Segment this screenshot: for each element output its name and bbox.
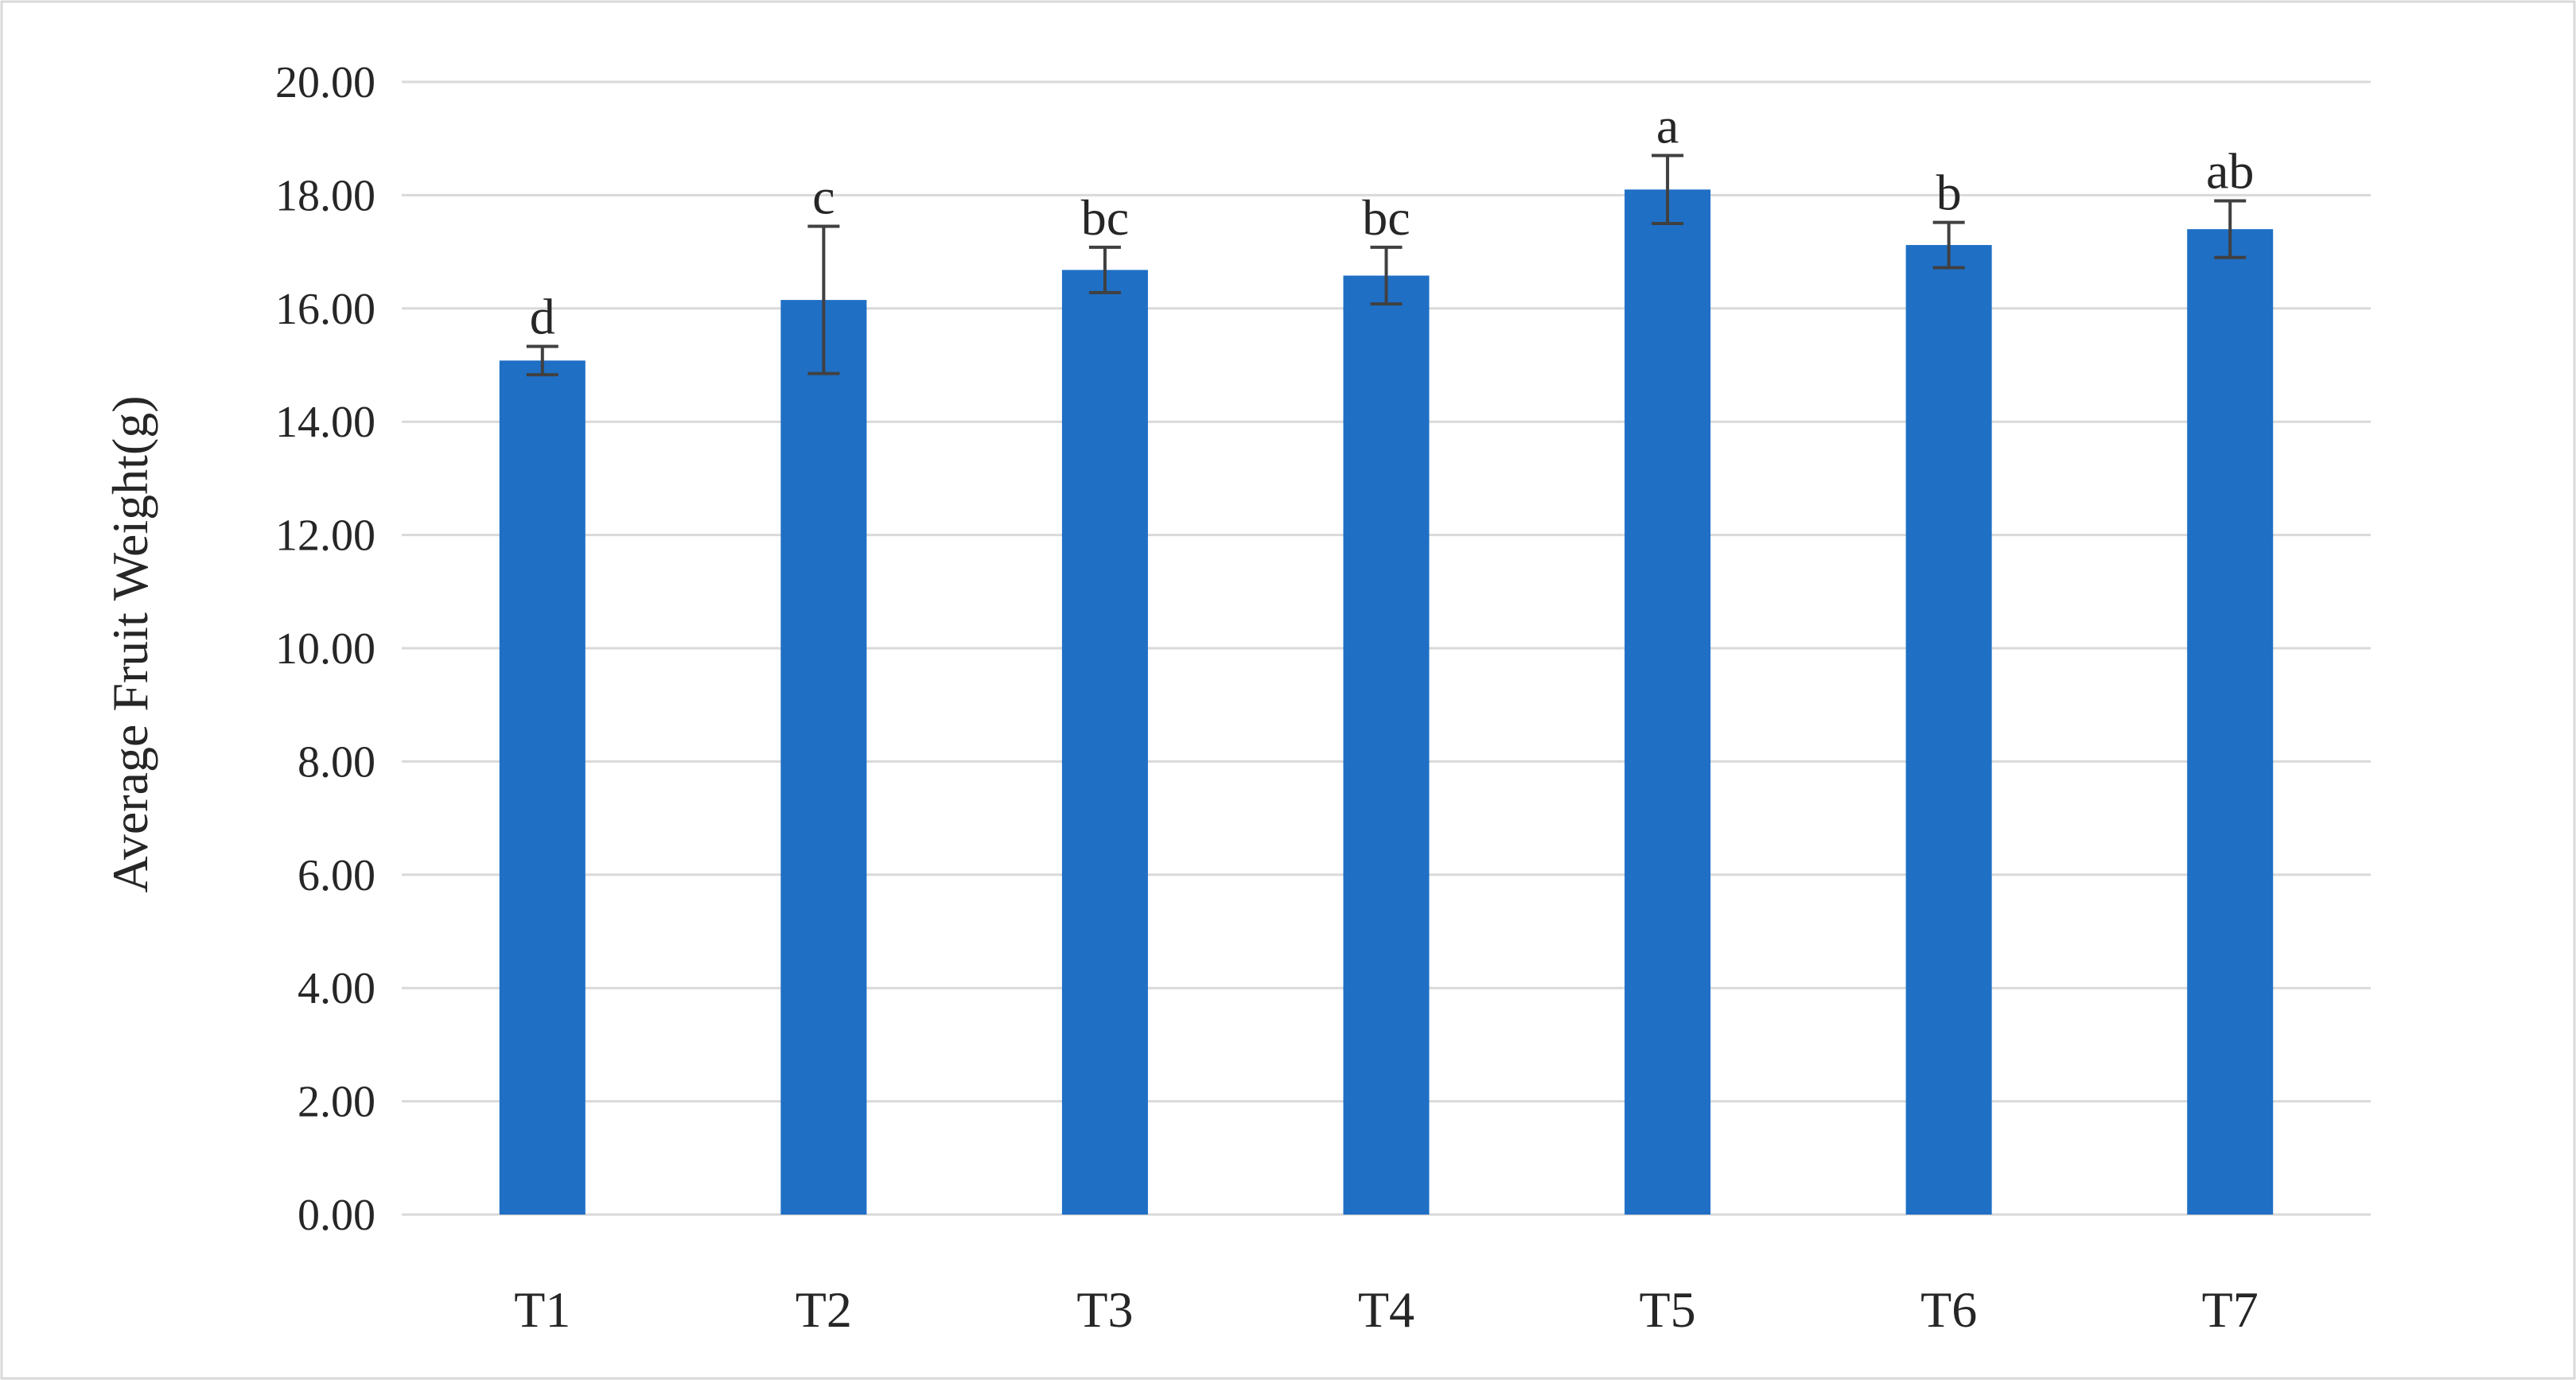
error-bar-t5 <box>1652 154 1684 225</box>
y-tick-label: 4.00 <box>298 964 376 1013</box>
x-category-label: T4 <box>1358 1281 1414 1338</box>
error-bars <box>526 154 2247 377</box>
y-axis-ticks: 0.00 2.00 4.00 6.00 8.00 10.00 12.00 14.00 16.00… <box>275 58 376 1240</box>
significance-label: bc <box>1081 189 1129 246</box>
error-bar-t2 <box>807 224 840 375</box>
significance-label: bc <box>1362 189 1410 246</box>
y-tick-label: 10.00 <box>275 624 376 674</box>
bar-t7 <box>2187 229 2274 1215</box>
y-tick-label: 0.00 <box>298 1191 376 1240</box>
significance-label: c <box>812 169 835 225</box>
y-tick-label: 12.00 <box>275 511 376 561</box>
y-tick-label: 18.00 <box>275 171 376 220</box>
bar-t1 <box>499 360 586 1215</box>
error-bar-t4 <box>1370 245 1403 306</box>
y-tick-label: 6.00 <box>298 851 376 900</box>
significance-label: ab <box>2206 143 2254 200</box>
x-category-label: T7 <box>2202 1281 2259 1338</box>
error-bar-t7 <box>2214 199 2247 259</box>
x-category-label: T6 <box>1920 1281 1977 1338</box>
x-axis-categories: T1 T2 T3 T4 T5 T6 T7 <box>514 1281 2259 1338</box>
significance-label: b <box>1936 165 1962 221</box>
error-bar-t6 <box>1932 220 1965 270</box>
x-category-label: T3 <box>1076 1281 1133 1338</box>
bar-t2 <box>780 300 867 1215</box>
bar-t4 <box>1343 275 1430 1215</box>
y-tick-label: 16.00 <box>275 285 376 334</box>
bar-t6 <box>1905 245 1992 1215</box>
significance-label: d <box>530 289 555 345</box>
error-bar-t1 <box>526 344 558 377</box>
x-category-label: T5 <box>1640 1281 1696 1338</box>
bars <box>499 189 2274 1215</box>
y-tick-label: 14.00 <box>275 398 376 447</box>
y-tick-label: 8.00 <box>298 737 376 787</box>
bar-t3 <box>1061 270 1148 1215</box>
error-bar-t3 <box>1088 245 1121 294</box>
y-tick-label: 20.00 <box>275 58 376 107</box>
bar-t5 <box>1625 189 1711 1215</box>
y-tick-label: 2.00 <box>298 1078 376 1127</box>
significance-label: a <box>1656 98 1679 154</box>
x-category-label: T1 <box>514 1281 570 1338</box>
x-category-label: T2 <box>796 1281 852 1338</box>
y-axis-title: Average Fruit Weight(g) <box>102 395 158 892</box>
